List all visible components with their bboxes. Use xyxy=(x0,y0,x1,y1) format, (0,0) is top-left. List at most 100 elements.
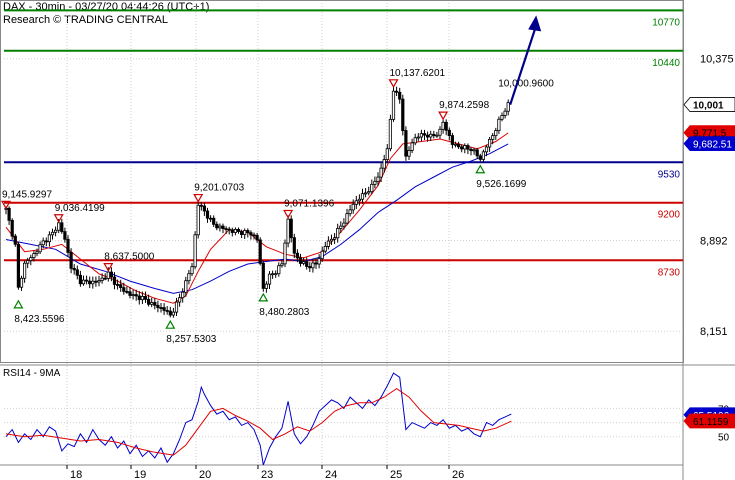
candle xyxy=(208,215,213,223)
candle xyxy=(308,262,312,272)
candle xyxy=(469,147,473,156)
rsi-tag-ma: 61.1159 xyxy=(683,413,735,429)
candle xyxy=(370,179,374,195)
candle xyxy=(75,265,79,280)
candle xyxy=(329,234,334,246)
candle xyxy=(317,254,321,269)
high-marker xyxy=(0,200,12,210)
candle xyxy=(413,133,417,146)
candle xyxy=(88,276,92,289)
rsi-series-9ma xyxy=(5,387,512,456)
candle xyxy=(156,300,160,313)
candle xyxy=(497,116,501,134)
candle xyxy=(255,232,259,243)
candle xyxy=(16,241,21,290)
levels: 10770 10440 9530 9200 8730 xyxy=(4,9,683,278)
candle xyxy=(453,141,458,148)
candle xyxy=(171,307,175,318)
x-tick-label: 19 xyxy=(134,469,146,480)
low-marker xyxy=(475,164,486,174)
candle xyxy=(131,289,135,300)
candle xyxy=(190,263,194,277)
x-tick-label: 26 xyxy=(452,469,464,480)
candle xyxy=(54,226,58,237)
high-marker xyxy=(103,263,114,272)
candle xyxy=(94,276,98,287)
candle xyxy=(78,270,82,287)
annotation-label: 9,201.0703 xyxy=(194,183,244,194)
y-tick-label: 8,151 xyxy=(700,326,728,338)
candle xyxy=(401,94,405,136)
candle xyxy=(478,153,482,162)
candle xyxy=(205,207,210,223)
candle xyxy=(243,228,247,239)
candle xyxy=(236,227,241,234)
candle xyxy=(29,254,33,266)
annotation-label: 10,000.9600 xyxy=(498,79,554,90)
candle xyxy=(360,188,365,204)
candle xyxy=(407,146,411,161)
candle xyxy=(289,215,293,243)
candle xyxy=(230,227,234,237)
candle xyxy=(50,228,55,240)
candle xyxy=(97,275,101,287)
low-marker xyxy=(165,319,176,329)
candle xyxy=(174,297,179,316)
candle xyxy=(60,218,64,234)
candle xyxy=(463,143,467,154)
candle xyxy=(85,275,89,285)
candles xyxy=(4,86,510,318)
candle xyxy=(47,231,52,247)
candle xyxy=(280,260,284,268)
candle xyxy=(137,291,141,305)
candle xyxy=(277,262,281,277)
y-tick-label: 8,892 xyxy=(700,235,728,247)
candle xyxy=(7,206,11,225)
candle xyxy=(72,264,76,275)
rsi-panel xyxy=(4,372,683,466)
rsi-tick-label: 50 xyxy=(718,433,730,444)
candle xyxy=(342,218,346,230)
candle xyxy=(162,303,166,315)
candle xyxy=(181,288,185,303)
candle xyxy=(422,129,427,141)
price-tag-ma_slow: 9,682.51 xyxy=(683,136,735,151)
level-label-8730: 8730 xyxy=(658,267,681,278)
high-marker xyxy=(193,193,204,203)
candle xyxy=(267,271,272,289)
candle xyxy=(38,241,42,255)
main-plot-frame xyxy=(0,0,684,363)
candle xyxy=(13,233,17,247)
candle xyxy=(140,291,144,305)
candle xyxy=(22,260,27,283)
candle xyxy=(112,272,117,290)
candle xyxy=(81,275,86,286)
candle xyxy=(35,248,39,257)
candle xyxy=(41,237,45,249)
candle xyxy=(270,270,275,279)
candle xyxy=(91,276,95,289)
candle xyxy=(311,258,315,273)
ma-slow-line xyxy=(5,143,509,294)
candle xyxy=(19,275,24,291)
high-marker xyxy=(283,209,294,219)
x-tick-label: 20 xyxy=(199,469,211,480)
annotation-label: 8,637.5000 xyxy=(104,252,154,263)
candle xyxy=(63,227,67,243)
candle xyxy=(212,215,216,227)
candle xyxy=(441,119,445,134)
candle xyxy=(385,144,389,164)
candle xyxy=(475,147,479,159)
candle xyxy=(177,293,182,307)
x-tick-label: 25 xyxy=(390,469,402,480)
candle xyxy=(425,131,430,142)
candle xyxy=(249,230,253,240)
candle xyxy=(326,236,331,250)
candle xyxy=(122,282,126,295)
high-marker xyxy=(388,79,399,89)
candle xyxy=(274,270,278,278)
candle xyxy=(404,126,408,161)
candle xyxy=(233,227,237,236)
